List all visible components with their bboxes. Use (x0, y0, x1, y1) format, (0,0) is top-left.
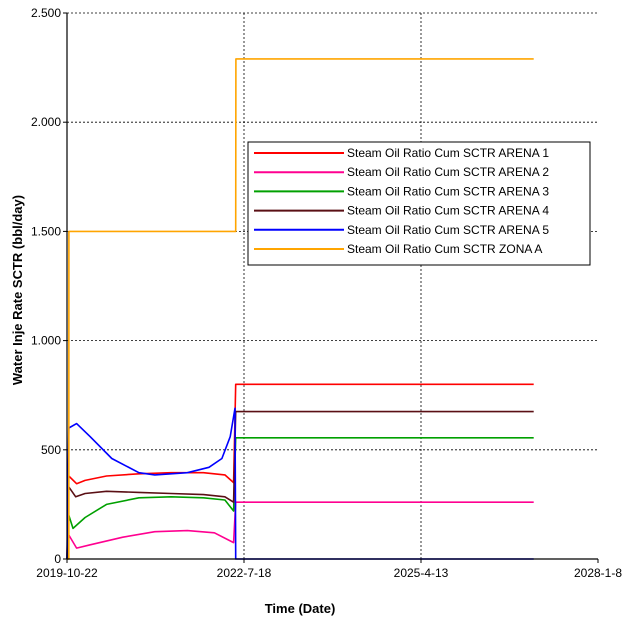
y-tick-label: 0 (54, 552, 61, 566)
series-line-2 (66, 501, 534, 560)
axes (63, 12, 599, 563)
plot-background (67, 13, 598, 559)
series-line-5 (66, 407, 534, 560)
y-axis-title: Water Inje Rate SCTR (bbl/day) (10, 195, 25, 385)
y-tick-label: 2.500 (31, 6, 61, 20)
legend: Steam Oil Ratio Cum SCTR ARENA 1 Steam Oi… (247, 141, 591, 266)
legend-label-6: Steam Oil Ratio Cum SCTR ZONA A (347, 242, 542, 256)
x-tick-label: 2019-10-22 (36, 566, 98, 580)
legend-label-5: Steam Oil Ratio Cum SCTR ARENA 5 (347, 223, 549, 237)
x-tick-label: 2022-7-18 (217, 566, 272, 580)
legend-label-4: Steam Oil Ratio Cum SCTR ARENA 4 (347, 204, 549, 218)
legend-box (247, 141, 591, 266)
tick-labels: 0 500 1.000 1.500 2.000 2.500 2019-10-22 2022-7… (31, 6, 622, 580)
legend-label-1: Steam Oil Ratio Cum SCTR ARENA 1 (347, 146, 549, 160)
x-tick-label: 2028-1-8 (574, 566, 622, 580)
y-tick-label: 1.000 (31, 334, 61, 348)
x-tick-label: 2025-4-13 (394, 566, 449, 580)
series-line-4 (66, 410, 534, 560)
x-axis-title: Time (Date) (265, 601, 336, 616)
legend-label-3: Steam Oil Ratio Cum SCTR ARENA 3 (347, 184, 549, 198)
y-tick-label: 500 (41, 443, 61, 457)
y-tick-label: 1.500 (31, 224, 61, 238)
y-tick-label: 2.000 (31, 115, 61, 129)
legend-label-2: Steam Oil Ratio Cum SCTR ARENA 2 (347, 165, 549, 179)
